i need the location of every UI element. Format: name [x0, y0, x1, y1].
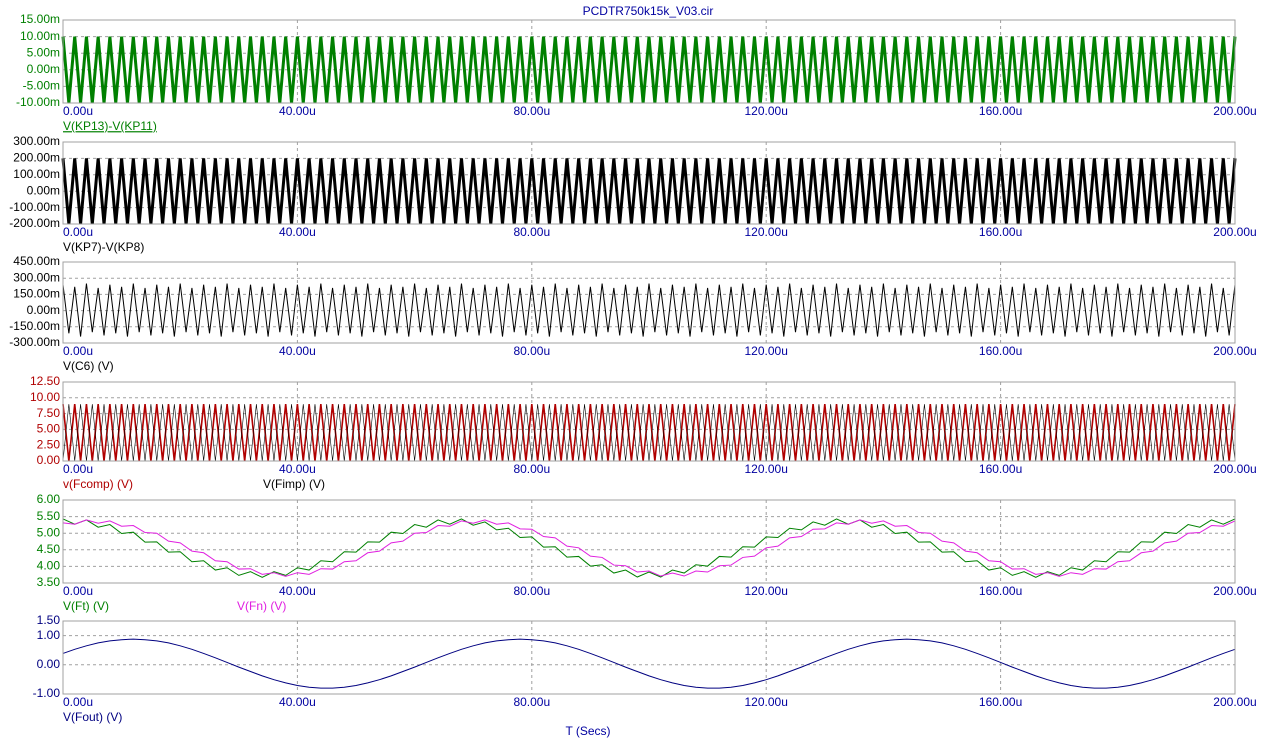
- y-tick-label: 3.50: [37, 575, 61, 589]
- y-tick-label: 5.50: [37, 509, 61, 523]
- x-tick-label: 200.00u: [1213, 584, 1256, 598]
- y-tick-label: 0.00: [37, 657, 61, 671]
- x-tick-label: 160.00u: [979, 104, 1022, 118]
- x-tick-label: 80.00u: [513, 344, 550, 358]
- legend-label: V(Fout) (V): [63, 710, 122, 724]
- y-tick-label: -150.00m: [9, 319, 60, 333]
- x-tick-label: 40.00u: [279, 344, 316, 358]
- plot-frame: [62, 261, 1236, 344]
- plot-frame: [62, 620, 1236, 695]
- plot-frame: [62, 19, 1236, 104]
- x-tick-label: 160.00u: [979, 462, 1022, 476]
- x-tick-label: 200.00u: [1213, 695, 1256, 709]
- x-tick-label: 40.00u: [279, 695, 316, 709]
- x-tick-label: 200.00u: [1213, 225, 1256, 239]
- x-tick-label: 80.00u: [513, 462, 550, 476]
- x-tick-label: 0.00u: [63, 584, 93, 598]
- y-tick-label: -200.00m: [9, 216, 60, 230]
- x-tick-label: 160.00u: [979, 695, 1022, 709]
- x-tick-label: 120.00u: [745, 225, 788, 239]
- y-tick-label: 100.00m: [13, 167, 60, 181]
- x-tick-label: 0.00u: [63, 344, 93, 358]
- x-tick-label: 120.00u: [745, 104, 788, 118]
- chart-title: PCDTR750k15k_V03.cir: [583, 4, 714, 18]
- y-tick-label: 7.50: [37, 406, 61, 420]
- y-tick-label: 300.00m: [13, 134, 60, 148]
- x-tick-label: 200.00u: [1213, 344, 1256, 358]
- y-tick-label: 300.00m: [13, 270, 60, 284]
- legend-label: V(Fn) (V): [237, 599, 286, 613]
- series-line: [62, 518, 1236, 578]
- x-tick-label: 40.00u: [279, 462, 316, 476]
- y-tick-label: 15.00m: [20, 12, 60, 26]
- legend-label: V(Fimp) (V): [263, 477, 325, 491]
- x-tick-label: 80.00u: [513, 104, 550, 118]
- series-line: [61, 36, 1237, 104]
- legend-label: v(Fcomp) (V): [63, 477, 133, 491]
- x-tick-label: 0.00u: [63, 104, 93, 118]
- y-tick-label: 10.00m: [20, 29, 60, 43]
- y-tick-label: -10.00m: [16, 95, 60, 109]
- y-tick-label: 4.00: [37, 559, 61, 573]
- x-tick-label: 80.00u: [513, 225, 550, 239]
- x-tick-label: 120.00u: [745, 584, 788, 598]
- plot-frame: [62, 381, 1236, 462]
- legend-label: V(C6) (V): [63, 359, 114, 373]
- y-tick-label: 4.50: [37, 542, 61, 556]
- x-tick-label: 0.00u: [63, 462, 93, 476]
- y-tick-label: 150.00m: [13, 287, 60, 301]
- y-tick-label: 5.00m: [27, 45, 60, 59]
- y-tick-label: 10.00: [30, 390, 60, 404]
- y-tick-label: 0.00: [37, 453, 61, 467]
- x-tick-label: 200.00u: [1213, 104, 1256, 118]
- y-tick-label: 6.00: [37, 492, 61, 506]
- x-tick-label: 80.00u: [513, 695, 550, 709]
- x-tick-label: 40.00u: [279, 104, 316, 118]
- y-tick-label: 12.50: [30, 374, 60, 388]
- y-tick-label: -100.00m: [9, 200, 60, 214]
- x-tick-label: 80.00u: [513, 584, 550, 598]
- y-tick-label: 0.00m: [27, 62, 60, 76]
- series-line: [61, 158, 1237, 225]
- x-tick-label: 40.00u: [279, 225, 316, 239]
- y-tick-label: 2.50: [37, 437, 61, 451]
- x-axis-label: T (Secs): [565, 724, 610, 738]
- x-tick-label: 120.00u: [745, 344, 788, 358]
- x-tick-label: 160.00u: [979, 344, 1022, 358]
- plot-frame: [62, 141, 1236, 225]
- x-tick-label: 160.00u: [979, 225, 1022, 239]
- y-tick-label: 1.50: [37, 613, 61, 627]
- y-tick-label: -300.00m: [9, 335, 60, 349]
- y-tick-label: 0.00m: [27, 303, 60, 317]
- x-tick-label: 120.00u: [745, 695, 788, 709]
- y-tick-label: 200.00m: [13, 151, 60, 165]
- y-tick-label: 5.00: [37, 422, 61, 436]
- x-tick-label: 120.00u: [745, 462, 788, 476]
- y-tick-label: -1.00: [33, 686, 61, 700]
- series-line: [62, 638, 1236, 689]
- y-tick-label: 450.00m: [13, 254, 60, 268]
- series-line: [62, 283, 1236, 337]
- legend-label: V(Ft) (V): [63, 599, 109, 613]
- x-tick-label: 0.00u: [63, 695, 93, 709]
- legend-label: V(KP13)-V(KP11): [63, 119, 157, 133]
- x-tick-label: 0.00u: [63, 225, 93, 239]
- y-tick-label: -5.00m: [23, 79, 60, 93]
- series-line: [62, 404, 1236, 462]
- x-tick-label: 40.00u: [279, 584, 316, 598]
- x-tick-label: 200.00u: [1213, 462, 1256, 476]
- x-tick-label: 160.00u: [979, 584, 1022, 598]
- y-tick-label: 1.00: [37, 628, 61, 642]
- y-tick-label: 5.00: [37, 525, 61, 539]
- plot-frame: [62, 499, 1236, 584]
- y-tick-label: 0.00m: [27, 183, 60, 197]
- legend-label: V(KP7)-V(KP8): [63, 240, 144, 254]
- series-line: [62, 519, 1236, 577]
